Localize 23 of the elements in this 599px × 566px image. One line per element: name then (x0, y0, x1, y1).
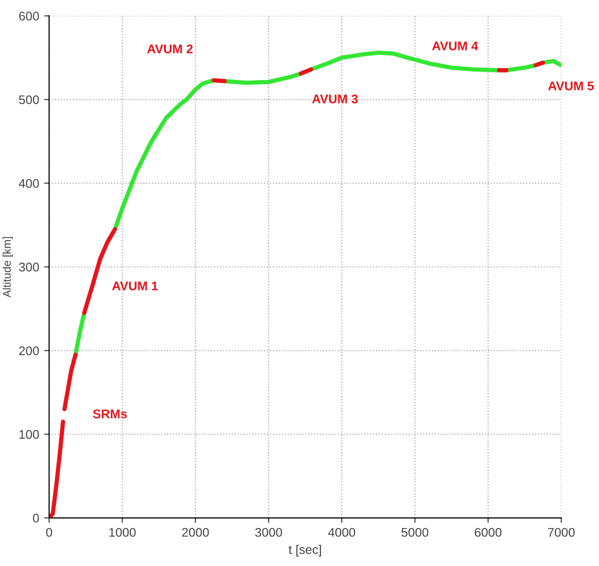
y-tick-label: 100 (19, 430, 39, 439)
y-tick-label: 600 (19, 12, 39, 20)
x-tick-label: 4000 (328, 528, 356, 537)
annotation: AVUM 1 (112, 282, 158, 290)
x-tick-label: 6000 (474, 528, 502, 537)
annotation: AVUM 4 (432, 42, 478, 50)
x-tick-label: 1000 (109, 528, 136, 537)
y-axis-title: Altitude [km] (2, 237, 13, 298)
y-tick-label: 500 (19, 95, 39, 104)
y-tick-label: 200 (19, 346, 39, 356)
annotation: AVUM 3 (312, 94, 358, 104)
annotation: AVUM 5 (548, 82, 594, 90)
x-tick-label: 7000 (548, 528, 575, 537)
annotation: AVUM 2 (147, 44, 193, 54)
annotation: SRMs (92, 410, 127, 418)
x-tick-label: 5000 (402, 528, 428, 537)
x-axis-title: t [sec] (288, 544, 321, 556)
y-tick-label: 300 (19, 262, 39, 272)
x-tick-label: 3000 (255, 528, 282, 537)
x-tick-label: 0 (46, 528, 52, 537)
x-tick-label: 2000 (182, 528, 209, 537)
y-tick-label: 0 (32, 514, 39, 523)
y-tick-label: 400 (18, 178, 39, 188)
